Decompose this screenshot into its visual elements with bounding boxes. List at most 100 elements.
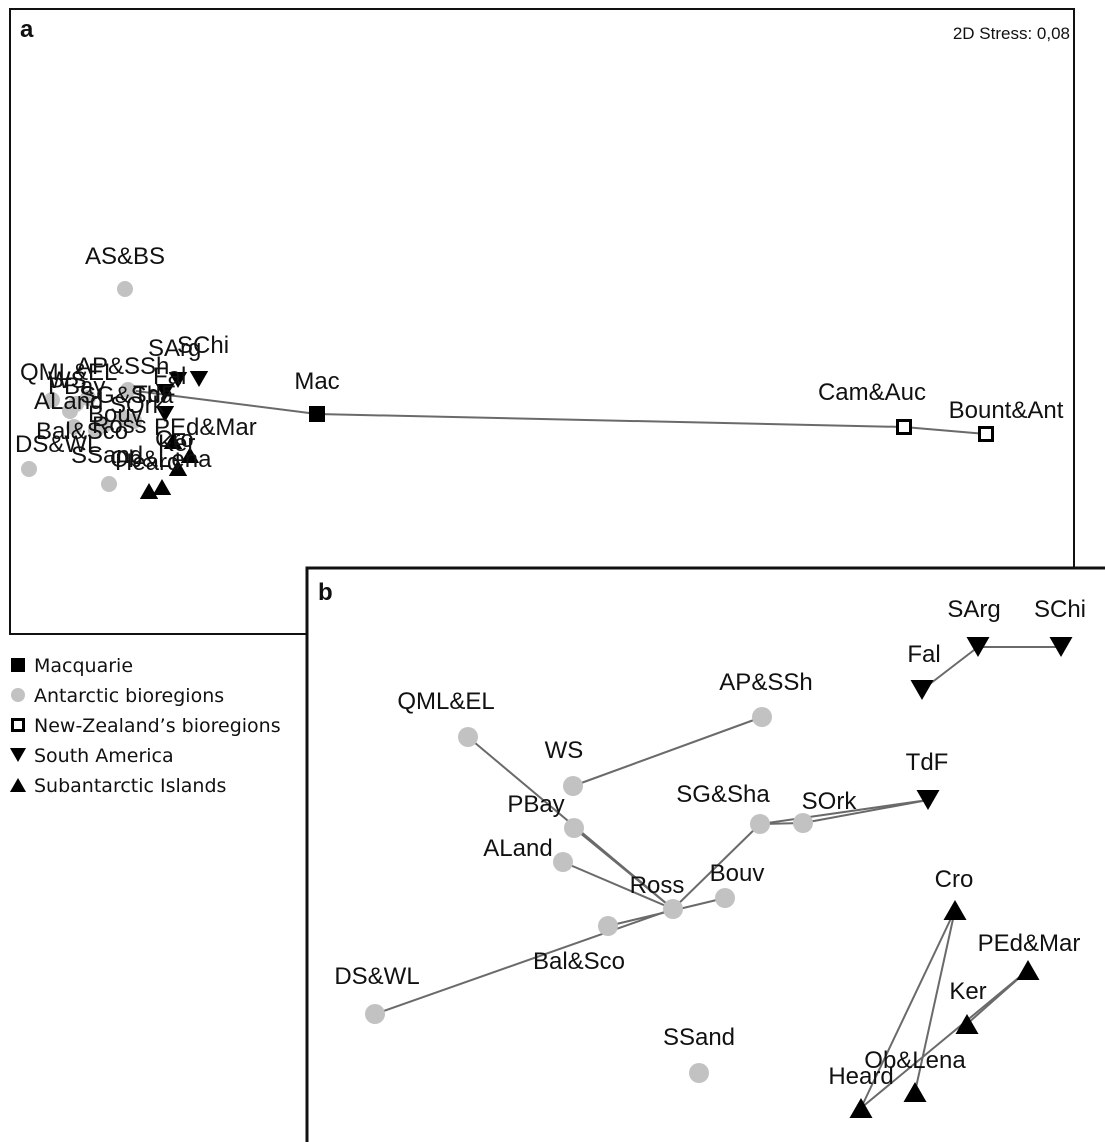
a-edge-ap-and-ssh-mac xyxy=(127,389,318,415)
b-label-sork: SOrk xyxy=(802,788,858,815)
panel-a-plot: AS&BS QML&ELAP&SShWSPBayALandRossBouvBal&… xyxy=(15,243,1064,499)
legend-marker-south-america xyxy=(9,748,27,762)
b-point-sork xyxy=(793,813,813,833)
a-point-cam-and-auc xyxy=(896,419,912,435)
legend-label-antarctic: Antarctic bioregions xyxy=(34,685,224,707)
b-point-ssand xyxy=(689,1063,709,1083)
b-label-fal: Fal xyxy=(907,641,940,668)
panel-b-letter: b xyxy=(318,579,333,606)
a-label-cro: Cro xyxy=(155,426,194,453)
a-point-ws xyxy=(80,390,96,406)
a-point-schi xyxy=(189,371,209,387)
a-point-heard xyxy=(139,483,159,499)
a-point-cro xyxy=(163,433,183,449)
legend-marker-new-zealand xyxy=(11,718,25,732)
b-point-heard xyxy=(849,1098,873,1118)
a-point-ssand xyxy=(101,476,117,492)
a-point-as-and-bs xyxy=(117,281,133,297)
b-label-ap-and-ssh: AP&SSh xyxy=(719,669,812,696)
b-label-ross: Ross xyxy=(630,872,685,899)
a-point-bouv xyxy=(96,417,112,433)
b-point-schi xyxy=(1049,637,1073,657)
b-label-bouv: Bouv xyxy=(710,860,765,887)
a-edge-cam-and-auc-bount-and-ant xyxy=(903,426,987,435)
b-edge-cro-heard xyxy=(860,909,956,1109)
legend-marker-subantarctic xyxy=(9,778,27,792)
a-point-aland xyxy=(62,403,78,419)
b-point-ker xyxy=(955,1014,979,1034)
a-point-fal xyxy=(155,384,175,400)
legend-label-subantarctic: Subantarctic Islands xyxy=(34,775,226,797)
legend-label-macquarie: Macquarie xyxy=(34,655,133,677)
legend-marker-antarctic xyxy=(11,688,25,702)
b-point-aland xyxy=(553,852,573,872)
b-label-cro: Cro xyxy=(935,866,974,893)
a-point-sork xyxy=(126,413,142,429)
b-edge-sg-and-sha-tdf xyxy=(759,799,929,825)
a-label-ap-and-ssh: AP&SSh xyxy=(76,353,169,380)
b-label-ped-and-mar: PEd&Mar xyxy=(978,930,1081,957)
b-label-pbay: PBay xyxy=(507,791,564,818)
a-point-ds-and-wl xyxy=(21,461,37,477)
legend-marker-macquarie xyxy=(11,658,25,672)
b-label-sarg: SArg xyxy=(947,596,1000,623)
a-point-ob-and-lena xyxy=(152,479,172,495)
b-point-tdf xyxy=(916,790,940,810)
a-label-tdf: TdF xyxy=(133,381,176,408)
b-point-bouv xyxy=(715,888,735,908)
b-edge-ped-and-mar-heard xyxy=(860,969,1029,1109)
panel-a-letter: a xyxy=(20,16,34,43)
a-label-pbay: PBay xyxy=(48,373,105,400)
panel-b-plot: SArg SChi Fal TdF QML&EL AP&SSh WS PBay SG&Sha SO… xyxy=(334,596,1086,1118)
b-label-tdf: TdF xyxy=(906,749,949,776)
a-label-heard: Heard xyxy=(115,449,180,476)
a-label-sork: SOrk xyxy=(110,392,166,419)
b-point-ds-and-wl xyxy=(365,1004,385,1024)
a-label-schi: SChi xyxy=(177,332,229,359)
a-label-bount-and-ant: Bount&Ant xyxy=(949,397,1064,424)
b-point-ross xyxy=(663,899,683,919)
a-label-ssand: SSand xyxy=(71,442,143,469)
a-label-qml-and-el: QML&EL xyxy=(20,359,117,386)
b-point-bal-and-sco xyxy=(598,916,618,936)
a-label-ws: WS xyxy=(48,367,87,394)
b-label-qml-and-el: QML&EL xyxy=(397,688,494,715)
panel-b-frame xyxy=(305,566,1105,1142)
legend-label-new-zealand: New-Zealand’s bioregions xyxy=(34,715,281,737)
a-edge-mac-cam-and-auc xyxy=(316,413,905,428)
b-label-ws: WS xyxy=(545,737,584,764)
b-point-pbay xyxy=(564,818,584,838)
b-point-sarg xyxy=(966,637,990,657)
b-point-ap-and-ssh xyxy=(752,707,772,727)
b-edge-pbay-ross xyxy=(573,827,674,910)
a-label-as-and-bs: AS&BS xyxy=(85,243,165,270)
a-label-ross: Ross xyxy=(92,412,147,439)
a-point-bal-and-sco xyxy=(66,419,82,435)
panel-a-frame xyxy=(9,8,1075,635)
a-label-sg-and-sha: SG&Sha xyxy=(80,382,174,409)
a-label-ker: Ker xyxy=(158,430,195,457)
b-edge-ws-ap-and-ssh xyxy=(572,716,763,787)
a-point-ker xyxy=(168,460,188,476)
b-point-fal xyxy=(910,680,934,700)
a-label-mac: Mac xyxy=(294,368,339,395)
a-label-fal: Fal xyxy=(153,363,186,390)
b-point-ped-and-mar xyxy=(1016,960,1040,980)
b-point-cro xyxy=(943,900,967,920)
b-point-ob-and-lena xyxy=(903,1082,927,1102)
a-label-ob-and-lena: Ob&Lena xyxy=(110,446,212,473)
b-label-aland: ALand xyxy=(483,835,552,862)
a-label-ped-and-mar: PEd&Mar xyxy=(154,414,257,441)
b-point-ws xyxy=(563,776,583,796)
a-point-sarg xyxy=(168,372,188,388)
a-label-aland: ALand xyxy=(34,388,103,415)
a-point-tdf xyxy=(155,406,175,422)
b-label-ker: Ker xyxy=(949,978,986,1005)
a-point-bount-and-ant xyxy=(978,426,994,442)
b-label-ssand: SSand xyxy=(663,1024,735,1051)
legend-label-south-america: South America xyxy=(34,745,174,767)
b-label-ob-and-lena: Ob&Lena xyxy=(864,1047,966,1074)
a-label-cam-and-auc: Cam&Auc xyxy=(818,379,926,406)
a-label-sarg: SArg xyxy=(148,335,201,362)
